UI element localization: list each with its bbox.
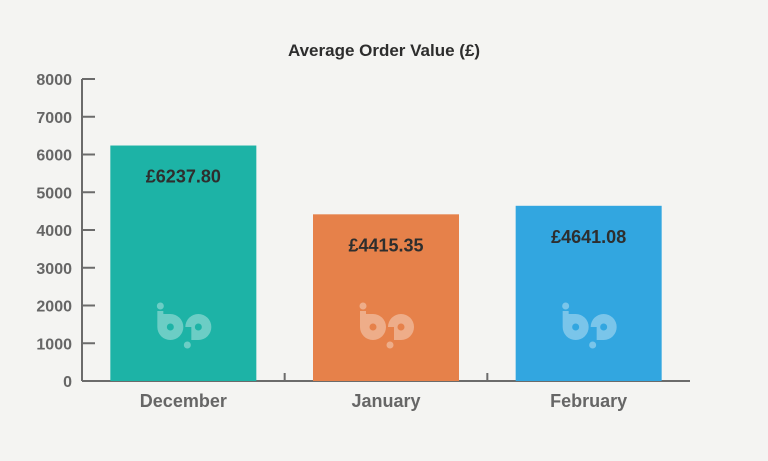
bp-logo-icon [156, 302, 212, 349]
axes-group: 0 1000 2000 3000 4000 5000 6000 7000 8000 Decembe… [36, 72, 690, 411]
chart-title: Average Order Value (£) [288, 41, 480, 60]
bar-december [110, 145, 257, 381]
bar-january [313, 214, 459, 381]
y-tick-label: 7000 [36, 110, 72, 127]
y-tick-label: 6000 [36, 148, 72, 165]
x-tick-label: February [550, 391, 627, 411]
data-label: £4641.08 [551, 227, 626, 247]
y-tick-label: 0 [63, 374, 72, 391]
x-tick-label: December [140, 391, 227, 411]
data-label: £4415.35 [348, 235, 423, 255]
y-tick-label: 2000 [36, 299, 72, 316]
bar-february [515, 205, 662, 381]
x-tick-label: January [351, 391, 420, 411]
data-label: £6237.80 [146, 167, 221, 187]
bp-logo-icon [562, 302, 617, 349]
bars-group: £6237.80 £4415.35 £4641.08 [110, 145, 662, 381]
y-tick-label: 1000 [36, 336, 72, 353]
y-tick-label: 8000 [36, 72, 72, 89]
y-tick-label: 4000 [36, 223, 72, 240]
y-tick-label: 3000 [36, 261, 72, 278]
bp-logo-icon [359, 302, 414, 349]
y-tick-label: 5000 [36, 185, 72, 202]
